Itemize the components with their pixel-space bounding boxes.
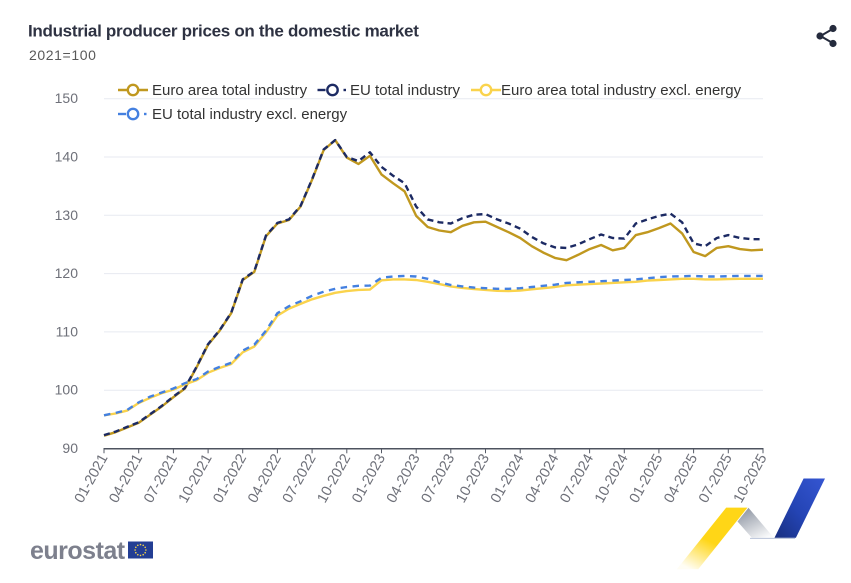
svg-text:Euro area total industry: Euro area total industry [152, 82, 308, 99]
svg-text:EU total industry excl. energy: EU total industry excl. energy [152, 106, 348, 123]
svg-text:140: 140 [55, 149, 79, 165]
svg-text:eurostat: eurostat [30, 537, 126, 565]
svg-text:10-2025: 10-2025 [731, 451, 771, 505]
svg-text:Industrial producer prices on: Industrial producer prices on the domest… [28, 22, 419, 41]
svg-text:150: 150 [55, 90, 79, 106]
svg-text:130: 130 [55, 207, 79, 223]
svg-text:120: 120 [55, 265, 79, 281]
svg-text:EU total industry: EU total industry [350, 82, 461, 99]
svg-text:100: 100 [55, 382, 79, 398]
svg-text:2021=100: 2021=100 [29, 47, 96, 63]
svg-text:90: 90 [62, 440, 78, 456]
svg-text:Euro area total industry excl.: Euro area total industry excl. energy [501, 82, 742, 99]
svg-text:110: 110 [56, 323, 79, 339]
